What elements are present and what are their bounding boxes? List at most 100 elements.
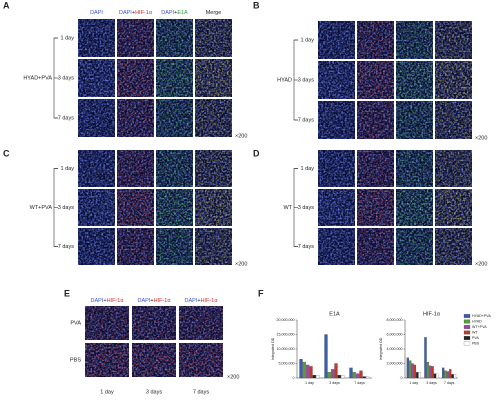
row-label: 1 day (61, 166, 75, 172)
bar (309, 366, 313, 379)
micrograph-signal (117, 189, 154, 226)
y-tick-label: 2,000,000 (387, 361, 403, 365)
y-axis-label: Integrated OD (379, 337, 383, 360)
column-header-part: DAPI (161, 10, 174, 16)
magnification: ×200 (475, 135, 487, 141)
bar (429, 365, 432, 379)
micrograph-signal (132, 306, 176, 340)
legend-swatch (463, 325, 471, 329)
column-header-part: E1A (177, 10, 188, 16)
y-tick-label: 0 (401, 376, 403, 380)
micrograph-signal (318, 228, 355, 265)
micrograph-signal (195, 228, 232, 265)
bar (451, 374, 454, 379)
micrograph-signal (195, 189, 232, 226)
bar (444, 370, 447, 379)
chart-title: HIF-1α (423, 311, 441, 317)
micrograph-signal (396, 101, 433, 139)
column-header: DAPI+HIF-1α (119, 10, 153, 16)
micrograph-signal (78, 189, 115, 226)
micrograph-signal (396, 150, 433, 187)
row-label: 3 days (58, 75, 74, 81)
y-tick-label: 6,000,000 (387, 332, 403, 336)
micrograph-signal (117, 59, 154, 97)
bar (349, 367, 353, 379)
bar (324, 334, 328, 379)
bar (446, 371, 450, 379)
column-header-part: + (132, 10, 135, 16)
bar (331, 369, 335, 379)
bar (352, 372, 356, 379)
group-label: HYAD (277, 77, 292, 83)
bar (334, 363, 338, 379)
y-tick-label: 4,000,000 (387, 347, 403, 351)
x-tick-label: 3 days (329, 381, 340, 385)
bar (359, 370, 363, 379)
legend-swatch (463, 330, 471, 335)
micrograph-signal (318, 61, 355, 99)
y-tick-label: 20,000,000 (277, 318, 295, 322)
x-tick-label: 7 days (354, 381, 365, 385)
bar (449, 369, 452, 379)
micrograph-signal (195, 99, 232, 137)
magnification: ×200 (235, 261, 247, 267)
x-tick-label: 1 day (305, 381, 314, 385)
bar (341, 375, 345, 379)
micrograph-signal (357, 21, 394, 59)
group-label: WT+PVA (30, 205, 53, 211)
bar (306, 364, 310, 379)
panel-letter: D (253, 148, 260, 158)
x-tick-label: 7 days (444, 381, 455, 385)
y-tick-label: 15,000,000 (277, 332, 295, 336)
micrograph-signal (179, 306, 223, 340)
y-axis-label: Integrated OD (271, 337, 275, 360)
micrograph-signal (195, 59, 232, 97)
micrograph-signal (85, 343, 129, 377)
column-header: DAPI (90, 10, 103, 16)
row-label: 1 day (61, 35, 75, 41)
column-header: DAPI+E1A (161, 10, 188, 16)
micrograph-signal (435, 228, 472, 265)
panel-letter: C (3, 148, 10, 158)
bar (416, 372, 419, 379)
column-label: 3 days (146, 389, 162, 395)
bar (413, 364, 417, 379)
bar (418, 372, 421, 379)
y-tick-label: 10,000,000 (277, 347, 295, 351)
row-label: 3 days (58, 205, 74, 211)
legend-swatch (463, 319, 471, 324)
bar (409, 360, 412, 379)
column-label: 7 days (193, 389, 209, 395)
column-header: DAPI+HIF-1α (138, 298, 172, 304)
micrograph-signal (117, 19, 154, 57)
micrograph-signal (179, 343, 223, 377)
row-label: 3 days (298, 77, 314, 83)
bar (316, 375, 320, 379)
micrograph-signal (195, 19, 232, 57)
micrograph-signal (156, 189, 193, 226)
y-tick-label: 8,000,000 (387, 318, 403, 322)
micrograph-signal (435, 150, 472, 187)
legend-label: PVA (472, 336, 480, 340)
column-header-part: + (103, 298, 106, 304)
micrograph-signal (357, 101, 394, 139)
row-label: 7 days (298, 244, 314, 250)
column-header-part: DAPI (91, 298, 104, 304)
row-label: 7 days (298, 117, 314, 123)
micrograph-signal (357, 150, 394, 187)
micrograph-signal (318, 189, 355, 226)
bar (424, 337, 427, 379)
micrograph-signal (156, 59, 193, 97)
bar (356, 373, 360, 379)
row-label: PVA (70, 320, 81, 326)
column-header-part: DAPI (119, 10, 132, 16)
micrograph-signal (78, 150, 115, 187)
panel-letter: F (258, 288, 264, 298)
group-label: HYAD+PVA (23, 75, 52, 81)
column-header-part: HIF-1α (154, 298, 172, 304)
bar (453, 374, 457, 379)
bar (436, 373, 439, 379)
y-tick-label: 0 (293, 376, 295, 380)
row-label: PBS (70, 357, 81, 363)
micrograph-signal (117, 99, 154, 137)
